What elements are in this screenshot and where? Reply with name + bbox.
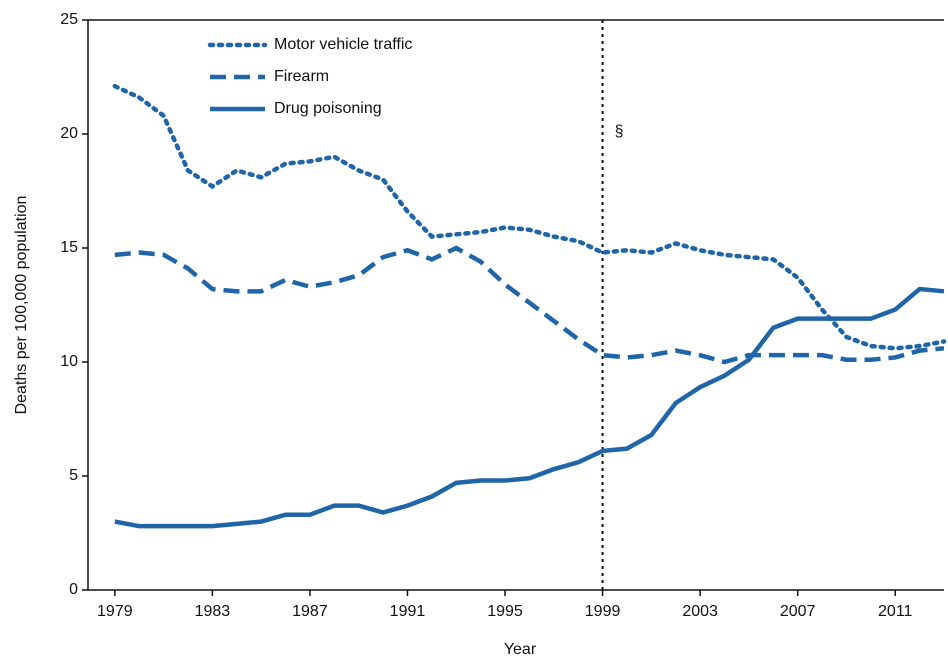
series-line [114,245,945,365]
x-tick-label: 1999 [585,603,621,620]
x-tick-label: 1991 [390,603,426,620]
y-axis-label: Deaths per 100,000 population [13,196,30,415]
legend-label: Drug poisoning [274,100,382,117]
y-tick-label: 20 [60,125,78,142]
y-tick-label: 10 [60,353,78,370]
x-tick-label: 1983 [195,603,231,620]
x-tick-label: 1979 [97,603,133,620]
legend-label: Motor vehicle traffic [274,36,412,53]
legend-label: Firearm [274,68,329,85]
y-tick-label: 15 [60,239,78,256]
y-tick-label: 5 [69,467,78,484]
y-tick-label: 25 [60,11,78,28]
x-tick-label: 1987 [292,603,328,620]
series-line [112,83,947,351]
x-tick-label: 2011 [878,603,913,620]
y-tick-label: 0 [69,581,78,598]
x-tick-label: 2003 [682,603,718,620]
series-line [114,286,945,529]
reference-label: § [615,123,624,140]
x-axis-label: Year [504,641,537,658]
x-tick-label: 2007 [780,603,816,620]
x-tick-label: 1995 [487,603,523,620]
